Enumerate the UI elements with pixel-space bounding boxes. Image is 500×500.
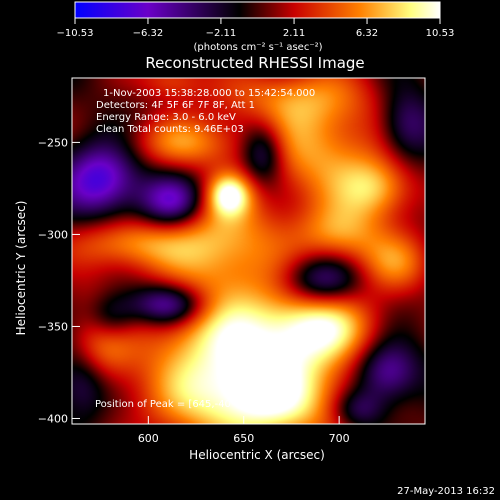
colorbar-tick-label: −2.11 xyxy=(206,28,237,39)
x-axis-ticks: 600 650 700 xyxy=(138,416,350,445)
annotation-time-range: 1-Nov-2003 15:38:28.000 to 15:42:54.000 xyxy=(103,88,315,99)
annotation-detectors: Detectors: 4F 5F 6F 7F 8F, Att 1 xyxy=(96,100,255,111)
annotation-peak-position: Position of Peak = [645,-40 xyxy=(95,399,231,410)
image-plot xyxy=(71,77,426,425)
colorbar: −10.53 −6.32 −2.11 2.11 6.32 10.53 (photons c… xyxy=(56,1,454,53)
heatmap-canvas xyxy=(72,78,425,424)
colorbar-tick-label: −6.32 xyxy=(133,28,164,39)
y-axis-ticks: −250 −300 −350 −400 xyxy=(38,136,80,425)
y-tick-label: −350 xyxy=(38,320,68,333)
y-tick-label: −300 xyxy=(38,228,68,241)
x-tick-label: 650 xyxy=(233,432,254,445)
colorbar-units-label: (photons cm⁻² s⁻¹ asec⁻²) xyxy=(193,42,322,53)
y-tick-label: −400 xyxy=(38,412,68,425)
annotation-block: 1-Nov-2003 15:38:28.000 to 15:42:54.000 … xyxy=(95,88,315,410)
footer-timestamp: 27-May-2013 16:32 xyxy=(397,486,495,497)
chart-title: Reconstructed RHESSI Image xyxy=(145,54,364,72)
colorbar-gradient xyxy=(74,1,441,19)
colorbar-tick-label: 10.53 xyxy=(426,28,455,39)
colorbar-ticks: −10.53 −6.32 −2.11 2.11 6.32 10.53 xyxy=(56,18,454,39)
y-tick-label: −250 xyxy=(38,136,68,149)
x-axis-label: Heliocentric X (arcsec) xyxy=(189,448,325,462)
colorbar-tick-label: 2.11 xyxy=(283,28,305,39)
colorbar-tick-label: −10.53 xyxy=(56,28,93,39)
colorbar-tick-label: 6.32 xyxy=(356,28,378,39)
annotation-clean-counts: Clean Total counts: 9.46E+03 xyxy=(96,124,244,135)
x-tick-label: 700 xyxy=(329,432,350,445)
plot-frame xyxy=(71,77,426,425)
annotation-energy-range: Energy Range: 3.0 - 6.0 keV xyxy=(96,112,236,123)
y-axis-label: Heliocentric Y (arcsec) xyxy=(14,201,28,336)
x-tick-label: 600 xyxy=(138,432,159,445)
